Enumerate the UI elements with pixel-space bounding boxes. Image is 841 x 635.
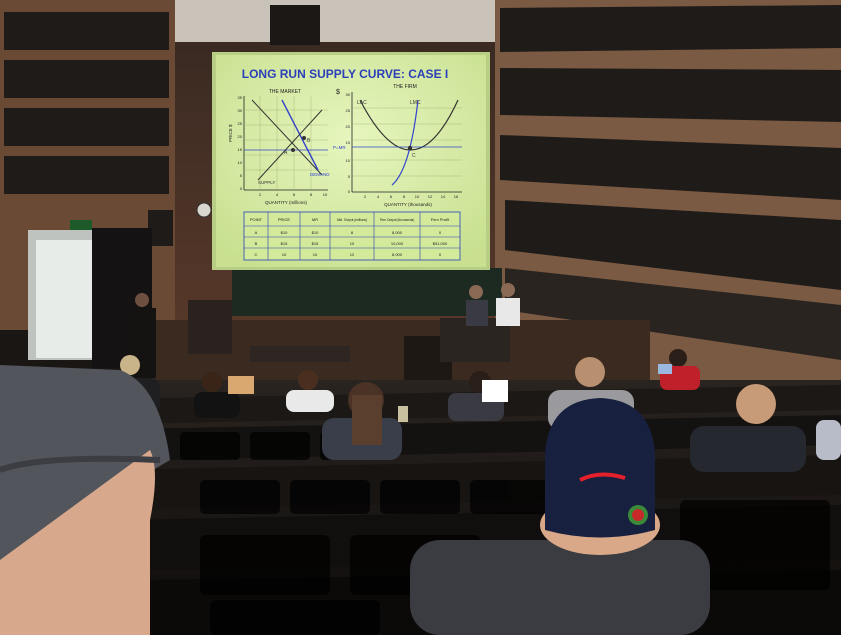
table-header: Mkt. Output (millions) [337,218,367,222]
market-x-tick: 10 [323,192,328,197]
firm-y-tick: 15 [346,140,351,145]
market-y-tick: 5 [240,173,243,178]
quantity-market: QUANTITY (millions) [265,200,307,205]
market-y-tick: 30 [238,108,243,113]
table-cell: 10 [313,252,318,257]
table-cell: 0 [439,230,442,235]
firm-x-tick: 14 [441,194,446,199]
right-wall-panels [495,0,841,390]
foreground-student-left [0,365,170,635]
firm-y-tick: 30 [346,92,351,97]
table-cell: A [255,230,258,235]
table-cell: B [255,241,258,246]
table-cell: C [255,252,258,257]
market-x-tick: 6 [293,192,296,197]
point-b: B [307,138,311,144]
firm-price-symbol: $ [336,89,340,96]
market-y-tick: 25 [238,121,243,126]
foreground-student-cap [410,398,710,635]
lmc-label: LMC [410,100,421,106]
firm-x-tick: 10 [415,194,420,199]
table-cell: $10 [312,230,319,235]
market-x-tick: 4 [276,192,279,197]
point-a: A [284,150,288,156]
table-cell: 8,000 [392,252,403,257]
demand-label: DEMAND [310,172,330,177]
market-x-tick: 2 [259,192,262,197]
firm-x-tick: 4 [377,194,380,199]
supply-label: SUPPLY [258,180,275,185]
mr-label: P=MR [333,145,346,150]
firm-y-tick: 0 [348,189,351,194]
market-y-tick: 15 [238,147,243,152]
table-cell: $10 [281,230,288,235]
table-cell: 8,000 [392,230,403,235]
table-cell: 10 [350,241,355,246]
slide-table: POINT PRICE MR Mkt. Output (millions) Fi… [243,211,461,261]
wall-clock [196,202,212,218]
table-cell: 10 [282,252,287,257]
table-header: PRICE [278,217,291,222]
table-cell: $51,000 [433,241,448,246]
firm-graph: THE FIRM $ C LAC LMC P=MR 30 25 20 15 10… [333,84,462,207]
table-cell: $15 [281,241,288,246]
stage-area [130,283,650,396]
table-cell: $15 [312,241,319,246]
firm-x-tick: 6 [390,194,393,199]
table-cell: 8 [351,230,354,235]
table-cell: 10,000 [391,241,404,246]
firm-x-tick: 12 [428,194,433,199]
table-header: POINT [250,217,263,222]
price-axis-label: PRICE $ [228,124,233,142]
quantity-firm: QUANTITY (thousands) [384,202,432,207]
point-c: C [412,153,416,159]
firm-x-tick: 8 [403,194,406,199]
firm-x-tick: 16 [454,194,459,199]
firm-y-tick: 25 [346,108,351,113]
firm-label: THE FIRM [393,84,417,90]
chalkboard [232,268,502,316]
market-graph: THE MARKET PRICE $ A B SUPPLY DEMAND 35 … [228,89,330,205]
table-header: Firm Profit [431,217,450,222]
market-label: THE MARKET [269,89,301,95]
firm-y-tick: 10 [346,158,351,163]
lac-label: LAC [357,100,367,106]
firm-y-tick: 20 [346,124,351,129]
table-header: Firm Output (thousands) [380,218,415,222]
market-x-tick: 8 [310,192,313,197]
slide-title: LONG RUN SUPPLY CURVE: CASE I [242,67,448,81]
table-cell: 12 [350,252,355,257]
table-cell: 0 [439,252,442,257]
market-y-tick: 35 [238,95,243,100]
market-y-tick: 20 [238,134,243,139]
table-header: MR [312,217,318,222]
market-y-tick: 10 [238,160,243,165]
market-y-tick: 0 [240,186,243,191]
firm-x-tick: 2 [364,194,367,199]
firm-y-tick: 5 [348,174,351,179]
